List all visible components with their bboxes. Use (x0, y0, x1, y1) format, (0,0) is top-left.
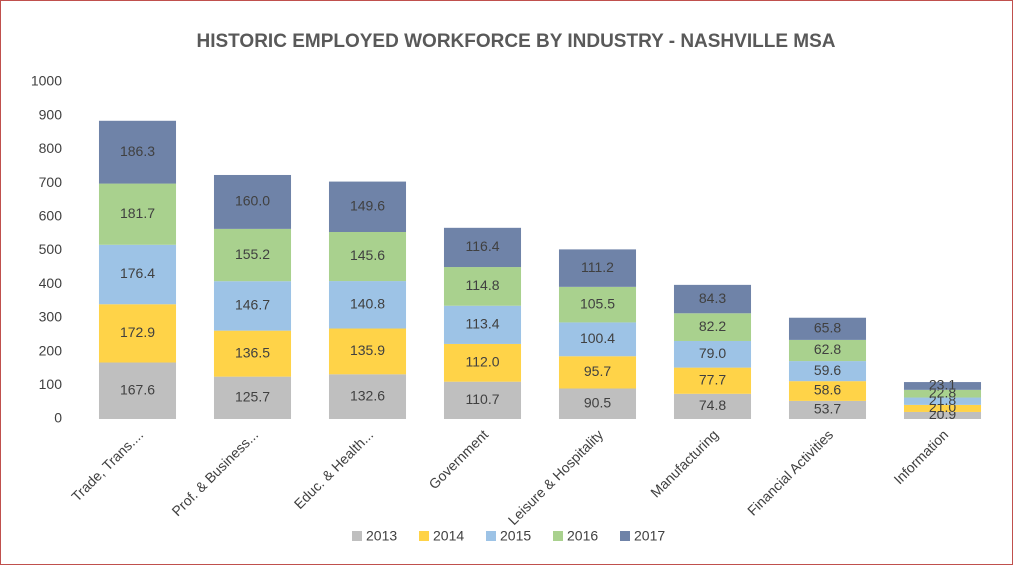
y-tick-label: 1000 (31, 73, 62, 89)
data-label: 176.4 (120, 265, 155, 281)
legend-label: 2014 (433, 528, 464, 544)
data-label: 95.7 (584, 363, 611, 379)
data-label: 116.4 (466, 238, 500, 254)
data-label: 140.8 (350, 295, 385, 311)
y-tick-label: 0 (54, 410, 62, 426)
data-label: 58.6 (814, 382, 841, 398)
bar-segment (443, 227, 522, 268)
bar-segment (213, 174, 292, 229)
bar-segment (903, 404, 982, 412)
bar-segment (328, 181, 407, 232)
bar-segment (443, 267, 522, 306)
bar-segment (213, 228, 292, 282)
y-tick-label: 700 (39, 174, 63, 190)
data-label: 62.8 (814, 341, 841, 357)
bar-segment (673, 340, 752, 368)
bar-segment (443, 305, 522, 344)
bar-segment (98, 304, 177, 363)
data-label: 59.6 (814, 362, 841, 378)
bar-segment (443, 381, 522, 419)
bar-segment (558, 286, 637, 323)
data-label: 181.7 (120, 205, 155, 221)
data-label: 110.7 (466, 391, 500, 407)
data-label: 79.0 (699, 345, 726, 361)
y-tick-label: 100 (39, 376, 63, 392)
data-label: 82.2 (699, 318, 726, 334)
data-label: 172.9 (120, 324, 155, 340)
data-label: 186.3 (120, 143, 155, 159)
bar-segment (213, 281, 292, 331)
bar-segment (558, 388, 637, 419)
bar-segment (328, 328, 407, 375)
bar-segment (903, 411, 982, 419)
legend-label: 2013 (366, 528, 397, 544)
data-label: 135.9 (350, 342, 385, 358)
bar-segment (673, 284, 752, 314)
bar-segment (673, 393, 752, 419)
data-label: 146.7 (235, 297, 270, 313)
data-label: 149.6 (350, 197, 385, 213)
bar-segment (673, 313, 752, 341)
data-label: 65.8 (814, 320, 841, 336)
bar-segment (98, 183, 177, 245)
data-label: 125.7 (235, 389, 270, 405)
bar-segment (98, 362, 177, 419)
bar-segment (903, 389, 982, 398)
bar-segment (213, 330, 292, 377)
data-label: 74.8 (699, 397, 726, 413)
legend-swatch (419, 531, 429, 541)
bar-segment (213, 376, 292, 419)
y-tick-label: 400 (39, 275, 63, 291)
data-label: 23.1 (929, 377, 956, 393)
data-label: 114.8 (466, 277, 500, 293)
data-label: 145.6 (350, 247, 385, 263)
bar-segment (903, 382, 982, 390)
bar-segment (328, 281, 407, 329)
data-label: 113.4 (466, 316, 500, 332)
legend-label: 2016 (567, 528, 598, 544)
legend-swatch (620, 531, 630, 541)
data-label: 77.7 (699, 371, 726, 387)
data-label: 167.6 (120, 381, 155, 397)
bar-segment (788, 339, 867, 362)
bar-segment (788, 400, 867, 419)
y-tick-label: 900 (39, 106, 63, 122)
bar-segment (443, 343, 522, 382)
bar-segment (328, 374, 407, 419)
bar-segment (788, 317, 867, 340)
legend-label: 2017 (634, 528, 665, 544)
legend-swatch (486, 531, 496, 541)
legend-label: 2015 (500, 528, 531, 544)
bar-segment (788, 381, 867, 401)
legend-swatch (553, 531, 563, 541)
data-label: 100.4 (580, 330, 615, 346)
y-tick-label: 600 (39, 208, 63, 224)
y-tick-label: 300 (39, 309, 63, 325)
data-label: 132.6 (350, 387, 385, 403)
bar-segment (558, 322, 637, 357)
data-label: 112.0 (466, 354, 500, 370)
data-label: 160.0 (235, 193, 270, 209)
bar-segment (673, 367, 752, 394)
bar-segment (788, 361, 867, 382)
legend-swatch (352, 531, 362, 541)
data-label: 105.5 (580, 295, 615, 311)
data-label: 90.5 (584, 394, 611, 410)
data-label: 84.3 (699, 290, 726, 306)
y-tick-label: 800 (39, 140, 63, 156)
bar-segment (558, 356, 637, 389)
data-label: 111.2 (581, 259, 614, 275)
bar-segment (328, 231, 407, 282)
data-label: 53.7 (814, 401, 841, 417)
bar-segment (98, 244, 177, 305)
chart-title: HISTORIC EMPLOYED WORKFORCE BY INDUSTRY … (196, 31, 835, 52)
bar-segment (903, 397, 982, 405)
y-tick-label: 500 (39, 241, 63, 257)
data-label: 136.5 (235, 344, 270, 360)
data-label: 155.2 (235, 246, 270, 262)
bar-segment (98, 120, 177, 184)
bar-segment (558, 249, 637, 287)
y-tick-label: 200 (39, 342, 63, 358)
